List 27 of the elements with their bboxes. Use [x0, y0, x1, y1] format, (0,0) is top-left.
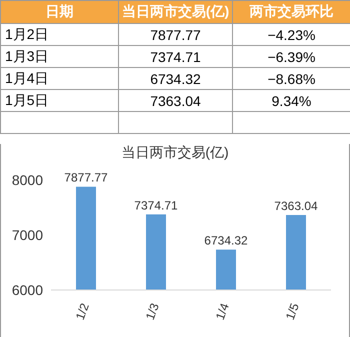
text: 7374.71 [118, 46, 232, 68]
data-label: 6734.32 [204, 234, 248, 248]
text: −6.39% [232, 46, 350, 68]
y-tick-label: 6000 [12, 282, 44, 298]
text: −4.23% [232, 24, 350, 46]
data-label: 7363.04 [274, 199, 318, 214]
text: 1月2日 [0, 24, 118, 46]
text: 6734.32 [118, 68, 232, 90]
text: 日期 [0, 0, 118, 24]
text: 7877.77 [118, 24, 232, 46]
text: 当日两市交易(亿) [118, 0, 232, 24]
chart-title: 当日两市交易(亿) [120, 144, 230, 162]
y-tick-label: 7000 [12, 226, 44, 243]
text: 两市交易环比 [232, 0, 350, 24]
x-tick-label: 1/5 [282, 301, 302, 322]
text: 7363.04 [118, 90, 232, 112]
text: 9.34% [232, 90, 350, 112]
x-tick-label: 1/4 [212, 301, 232, 322]
data-label: 7374.71 [134, 198, 178, 212]
text: 1月3日 [0, 46, 118, 68]
data-label: 7877.77 [64, 170, 108, 185]
y-tick-label: 8000 [12, 172, 44, 188]
text: 1月5日 [0, 90, 118, 112]
text: 1月4日 [0, 68, 118, 90]
x-tick-label: 1/3 [142, 301, 162, 322]
text: −8.68% [232, 68, 350, 90]
x-tick-label: 1/2 [72, 301, 92, 322]
